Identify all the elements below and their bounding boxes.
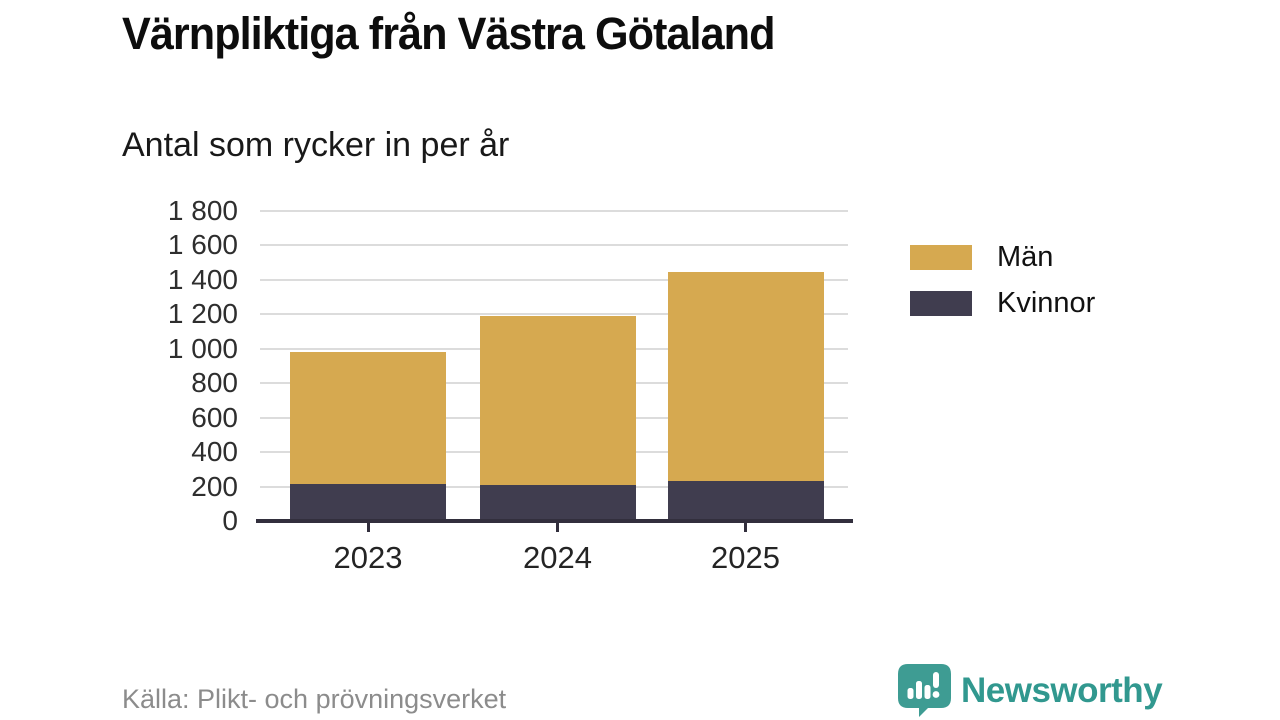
bar-2025-kvinnor (667, 480, 824, 521)
gridline-1200 (260, 313, 848, 316)
y-axis-tick-label: 0 (222, 505, 238, 536)
x-axis-tick (556, 523, 559, 532)
legend-item-kvinnor: Kvinnor (910, 287, 1096, 319)
legend-swatch-män (910, 245, 972, 270)
chart-subtitle: Antal som rycker in per år (122, 126, 510, 164)
chart-legend: Män Kvinnor (910, 241, 1096, 337)
gridline-1800 (260, 210, 848, 212)
y-axis-tick-label: 400 (191, 436, 238, 468)
legend-swatch-kvinnor (910, 291, 972, 316)
source-attribution: Källa: Plikt- och prövningsverket (122, 684, 507, 714)
x-axis-tick (744, 523, 747, 532)
x-axis-label-2023: 2023 (333, 540, 403, 575)
y-axis-tick-label: 1 200 (167, 298, 238, 330)
legend-item-män: Män (910, 241, 1095, 273)
legend-label: Kvinnor (997, 287, 1096, 319)
x-axis-tick (366, 523, 370, 532)
bar-2024-män (479, 316, 636, 485)
y-axis-tick-label: 800 (191, 367, 238, 399)
bar-2024-kvinnor (479, 484, 636, 521)
bar-2023-kvinnor (290, 483, 446, 521)
y-axis-tick-label: 200 (191, 470, 238, 502)
gridline-1600 (260, 244, 848, 247)
x-axis-label-2024: 2024 (523, 540, 592, 575)
gridline-1400 (260, 278, 848, 281)
legend-label: Män (997, 241, 1054, 273)
y-axis-tick-label: 600 (191, 401, 238, 433)
x-axis-line (256, 519, 853, 523)
y-axis-tick-label: 1 000 (167, 332, 238, 364)
bar-2025-män (667, 272, 824, 481)
y-axis-tick-label: 1 800 (167, 195, 238, 226)
y-axis-tick-label: 1 400 (167, 263, 238, 295)
newsworthy-logo: Newsworthy (897, 663, 1163, 718)
y-axis-tick-label: 1 600 (167, 229, 238, 261)
bar-2023-män (290, 352, 446, 484)
newsworthy-bubble-chart-icon (898, 664, 951, 717)
newsworthy-wordmark: Newsworthy (961, 670, 1163, 710)
chart-title: Värnpliktiga från Västra Götaland (122, 8, 775, 59)
x-axis-label-2025: 2025 (711, 540, 780, 575)
